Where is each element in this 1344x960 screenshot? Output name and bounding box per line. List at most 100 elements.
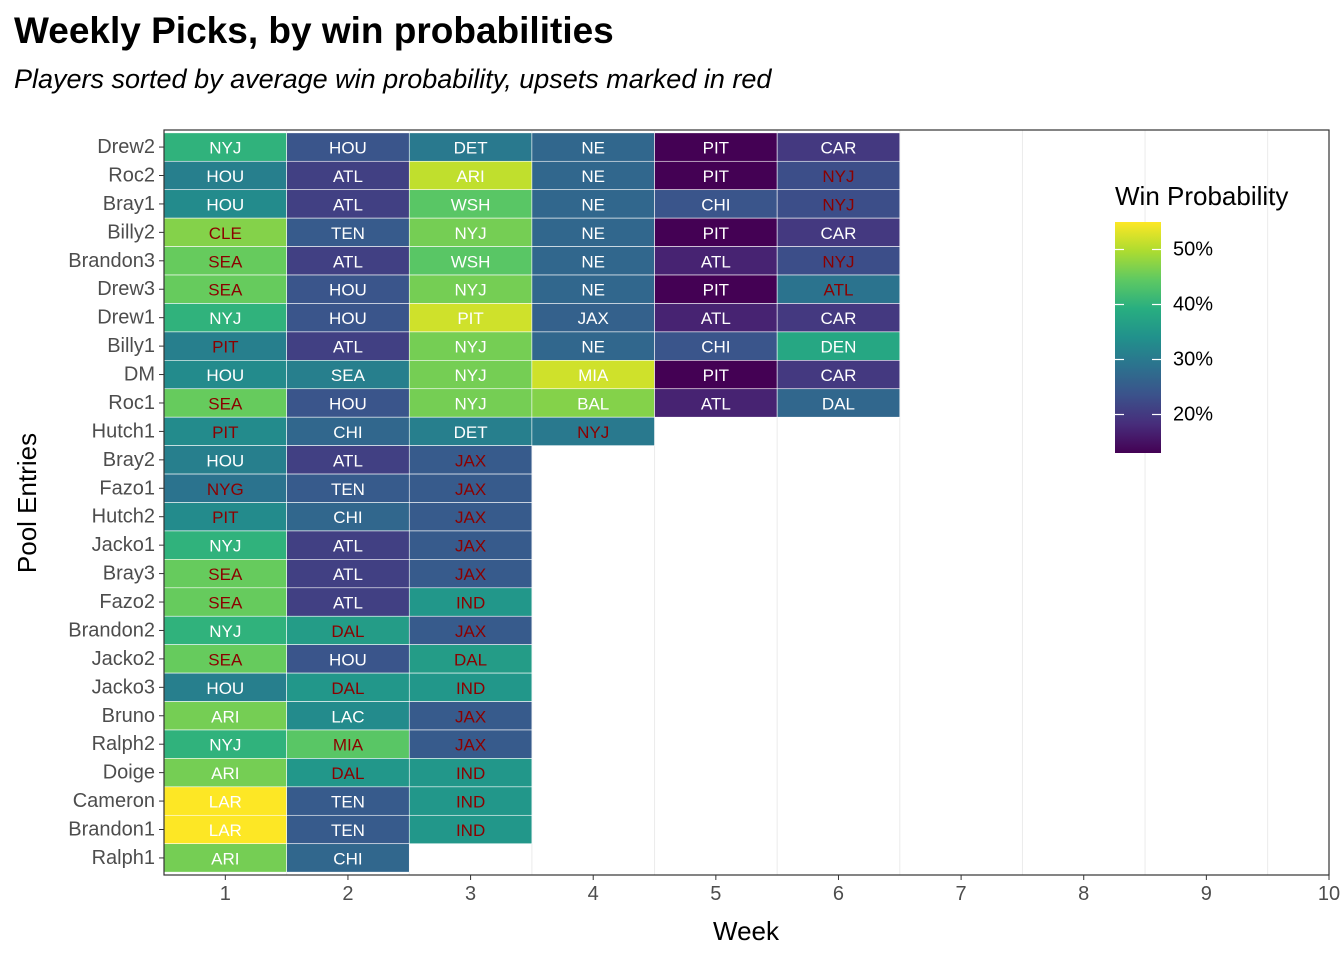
tile-label: SEA [208, 594, 243, 613]
tile-label: SEA [208, 394, 243, 413]
tile-label: NYJ [455, 338, 487, 357]
tiles: NYJ HOU DET NE PIT CAR HOU ATL ARI NE PIT NYJ HOU ATL… [163, 132, 901, 873]
tile-label: DAL [822, 394, 855, 413]
heatmap-tile [408, 530, 533, 560]
tile-label: SEA [208, 281, 243, 300]
y-tick-label: Cameron [73, 790, 155, 812]
tile-label: PIT [457, 309, 483, 328]
heatmap-tile [531, 388, 655, 418]
tile-label: LAR [209, 821, 242, 840]
x-tick-label: 7 [956, 883, 967, 905]
heatmap-tile [163, 445, 287, 475]
heatmap-tile [408, 331, 533, 361]
heatmap-tile [408, 360, 533, 390]
heatmap-tile [531, 246, 655, 276]
heatmap-tile [286, 360, 410, 390]
tile-label: NYJ [822, 195, 854, 214]
heatmap-tile [408, 644, 533, 674]
tile-label: IND [456, 764, 485, 783]
tile-label: ARI [211, 764, 239, 783]
heatmap-tile [776, 303, 901, 333]
tile-label: SEA [208, 650, 243, 669]
tile-label: HOU [206, 451, 244, 470]
tile-label: ARI [456, 167, 484, 186]
heatmap-tile [408, 388, 533, 418]
tile-label: TEN [331, 793, 365, 812]
heatmap-tile [408, 246, 533, 276]
tile-label: NYJ [209, 622, 241, 641]
tile-label: PIT [212, 508, 238, 527]
heatmap-tile [163, 758, 287, 788]
tile-label: PIT [703, 281, 729, 300]
heatmap-tile [408, 672, 533, 702]
y-tick-label: Jacko3 [92, 676, 155, 698]
heatmap-tile [654, 217, 778, 247]
tile-label: NE [581, 281, 605, 300]
y-tick-label: Brandon3 [68, 250, 155, 272]
heatmap-tile [163, 217, 287, 247]
tile-label: HOU [329, 281, 367, 300]
tile-label: WSH [451, 252, 491, 271]
heatmap-tile [408, 786, 533, 816]
tile-label: HOU [206, 366, 244, 385]
tile-label: LAR [209, 793, 242, 812]
y-tick-label: Fazo2 [99, 591, 155, 613]
y-tick-label: Bray1 [103, 193, 155, 215]
tile-label: SEA [331, 366, 366, 385]
x-tick-label: 10 [1318, 883, 1340, 905]
legend-tick-label: 20% [1173, 404, 1213, 426]
y-tick-label: Jacko1 [92, 534, 155, 556]
heatmap-tile [286, 530, 410, 560]
tile-label: NE [581, 139, 605, 158]
tile-label: ATL [333, 537, 363, 556]
tile-label: PIT [703, 139, 729, 158]
heatmap-tile [408, 559, 533, 589]
tile-label: IND [456, 793, 485, 812]
y-tick-label: Fazo1 [99, 477, 155, 499]
tile-label: NE [581, 338, 605, 357]
tile-label: NYJ [209, 736, 241, 755]
heatmap-tile [531, 416, 655, 446]
tile-label: CHI [333, 849, 362, 868]
heatmap-tile [408, 160, 533, 191]
tile-label: ATL [701, 394, 731, 413]
tile-label: NYJ [455, 224, 487, 243]
heatmap-tile [163, 160, 287, 191]
y-tick-label: Brandon2 [68, 619, 155, 641]
y-tick-label: DM [124, 364, 155, 386]
heatmap-tile [408, 701, 533, 731]
tile-label: NE [581, 252, 605, 271]
tile-label: HOU [329, 139, 367, 158]
heatmap-tile [163, 559, 287, 589]
heatmap-tile [776, 189, 901, 219]
heatmap-tile [531, 160, 655, 191]
legend-tick-label: 30% [1173, 349, 1213, 371]
heatmap-tile [776, 331, 901, 361]
tile-label: HOU [329, 309, 367, 328]
tile-label: ARI [211, 849, 239, 868]
tile-label: JAX [455, 707, 486, 726]
y-tick-label: Bray2 [103, 449, 155, 471]
heatmap-tile [408, 814, 533, 845]
y-tick-label: Doige [103, 762, 155, 784]
heatmap-tile [408, 615, 533, 645]
tile-label: ATL [701, 252, 731, 271]
tile-label: LAC [331, 707, 364, 726]
tile-label: JAX [455, 480, 486, 499]
tile-label: MIA [578, 366, 609, 385]
heatmap-tile [408, 132, 533, 162]
heatmap-tile [163, 416, 287, 446]
heatmap-tile [286, 445, 410, 475]
heatmap-tile [286, 502, 410, 532]
tile-label: CAR [821, 309, 857, 328]
tile-label: NYJ [455, 394, 487, 413]
tile-label: NYG [207, 480, 244, 499]
heatmap-tile [163, 587, 287, 617]
heatmap-tile [408, 217, 533, 247]
heatmap-tile [776, 160, 901, 191]
tile-label: NYJ [822, 167, 854, 186]
tile-label: ATL [701, 309, 731, 328]
tile-label: NYJ [209, 537, 241, 556]
x-tick-label: 3 [465, 883, 476, 905]
